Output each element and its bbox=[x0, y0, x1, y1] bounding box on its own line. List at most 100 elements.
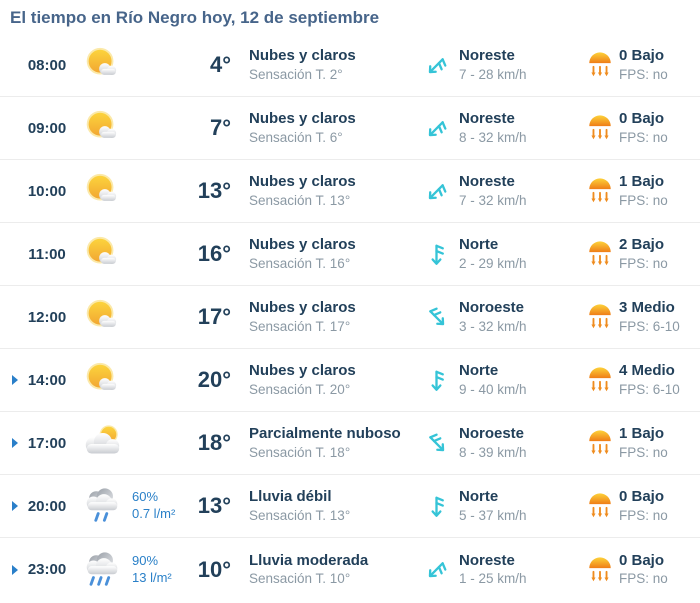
temperature-value: 10° bbox=[197, 556, 231, 582]
hour-label: 10:00 bbox=[27, 182, 67, 200]
condition-label: Nubes y claros bbox=[249, 173, 356, 191]
sun-cloud-icon bbox=[76, 170, 128, 212]
precipitation-amount: 0.7 l/m² bbox=[132, 506, 176, 521]
forecast-hour-row[interactable]: 14:00 20° Nubes y claros Sensación T. 20… bbox=[0, 349, 700, 412]
wind-direction-label: Norte bbox=[459, 236, 499, 254]
condition-label: Nubes y claros bbox=[249, 110, 356, 128]
row-marker bbox=[0, 123, 18, 133]
wind-direction-label: Norte bbox=[459, 362, 499, 380]
uv-radiation-icon bbox=[583, 176, 617, 206]
wind-direction-icon bbox=[417, 52, 455, 79]
temperature-value: 18° bbox=[197, 430, 231, 455]
uv-index-label: 0 Bajo bbox=[619, 488, 665, 506]
precipitation-info: 90% 13 l/m² bbox=[128, 553, 183, 587]
uv-fps-label: FPS: no bbox=[619, 192, 668, 208]
chevron-right-icon bbox=[12, 375, 18, 385]
temperature-value: 4° bbox=[209, 52, 231, 77]
chevron-right-icon bbox=[12, 438, 18, 448]
wind-direction-icon bbox=[417, 556, 455, 583]
uv-index-label: 4 Medio bbox=[619, 362, 675, 380]
temperature-value: 17° bbox=[197, 304, 231, 329]
sun-cloud-icon bbox=[76, 44, 128, 86]
page-title: El tiempo en Río Negro hoy, 12 de septie… bbox=[10, 8, 380, 27]
condition-label: Nubes y claros bbox=[249, 362, 356, 380]
uv-fps-label: FPS: 6-10 bbox=[619, 381, 680, 397]
temperature-value: 7° bbox=[209, 115, 231, 140]
precipitation-probability: 60% bbox=[132, 489, 159, 505]
condition-label: Lluvia moderada bbox=[249, 551, 369, 569]
temperature-value: 13° bbox=[197, 493, 231, 518]
hour-label: 11:00 bbox=[28, 245, 66, 263]
condition-label: Nubes y claros bbox=[249, 299, 356, 317]
uv-fps-label: FPS: no bbox=[619, 66, 668, 82]
row-marker bbox=[0, 375, 18, 385]
uv-radiation-icon bbox=[583, 113, 617, 143]
uv-radiation-icon bbox=[583, 239, 617, 269]
uv-radiation-icon bbox=[583, 50, 617, 80]
hour-label: 14:00 bbox=[27, 371, 67, 389]
wind-speed-label: 7 - 28 km/h bbox=[459, 66, 527, 82]
forecast-hour-row[interactable]: 11:00 16° Nubes y claros Sensación T. 16… bbox=[0, 223, 700, 286]
temperature-value: 13° bbox=[197, 178, 231, 203]
row-marker bbox=[0, 501, 18, 511]
condition-label: Parcialmente nuboso bbox=[249, 425, 401, 443]
wind-speed-label: 2 - 29 km/h bbox=[459, 255, 527, 271]
uv-radiation-icon bbox=[583, 365, 617, 395]
uv-index-label: 2 Bajo bbox=[619, 236, 665, 254]
forecast-hour-row[interactable]: 09:00 7° Nubes y claros Sensación T. 6° bbox=[0, 97, 700, 160]
condition-label: Nubes y claros bbox=[249, 47, 356, 65]
hour-label: 09:00 bbox=[27, 119, 67, 137]
wind-direction-label: Noroeste bbox=[459, 425, 525, 443]
row-marker bbox=[0, 60, 18, 70]
wind-speed-label: 7 - 32 km/h bbox=[459, 192, 527, 208]
row-marker bbox=[0, 438, 18, 448]
forecast-hour-row[interactable]: 20:00 60% 0.7 l/m² 13° Lluvia débil Sens… bbox=[0, 475, 700, 538]
row-marker bbox=[0, 249, 18, 259]
hour-label: 17:00 bbox=[27, 434, 67, 452]
wind-speed-label: 8 - 39 km/h bbox=[459, 444, 527, 460]
wind-speed-label: 8 - 32 km/h bbox=[459, 129, 527, 145]
wind-direction-label: Noreste bbox=[459, 551, 515, 569]
condition-label: Lluvia débil bbox=[249, 488, 332, 506]
wind-direction-label: Noroeste bbox=[459, 299, 525, 317]
forecast-hour-row[interactable]: 10:00 13° Nubes y claros Sensación T. 13… bbox=[0, 160, 700, 223]
chevron-right-icon bbox=[12, 501, 18, 511]
forecast-hour-row[interactable]: 17:00 18° Parcialmente nuboso Sensación … bbox=[0, 412, 700, 475]
feels-like-label: Sensación T. 6° bbox=[249, 129, 343, 145]
uv-fps-label: FPS: no bbox=[619, 571, 668, 587]
uv-radiation-icon bbox=[583, 302, 617, 332]
hourly-forecast-table: 08:00 4° Nubes y claros Sensación T. 2° bbox=[0, 34, 700, 601]
wind-speed-label: 5 - 37 km/h bbox=[459, 507, 527, 523]
feels-like-label: Sensación T. 2° bbox=[249, 66, 343, 82]
uv-radiation-icon bbox=[583, 491, 617, 521]
forecast-hour-row[interactable]: 23:00 90% 13 l/m² 10° Lluvia moderada Se… bbox=[0, 538, 700, 601]
uv-index-label: 0 Bajo bbox=[619, 551, 665, 569]
forecast-hour-row[interactable]: 08:00 4° Nubes y claros Sensación T. 2° bbox=[0, 34, 700, 97]
sun-cloud-icon bbox=[76, 107, 128, 149]
temperature-value: 20° bbox=[197, 367, 231, 392]
wind-direction-icon bbox=[417, 178, 455, 205]
uv-fps-label: FPS: 6-10 bbox=[619, 318, 680, 334]
wind-speed-label: 9 - 40 km/h bbox=[459, 381, 527, 397]
forecast-hour-row[interactable]: 12:00 17° Nubes y claros Sensación T. 17… bbox=[0, 286, 700, 349]
uv-fps-label: FPS: no bbox=[619, 444, 668, 460]
uv-index-label: 1 Bajo bbox=[619, 425, 665, 443]
wind-direction-icon bbox=[417, 367, 455, 394]
wind-direction-label: Noreste bbox=[459, 110, 515, 128]
feels-like-label: Sensación T. 17° bbox=[249, 318, 351, 334]
uv-fps-label: FPS: no bbox=[619, 507, 668, 523]
wind-direction-label: Noreste bbox=[459, 173, 515, 191]
wind-direction-icon bbox=[417, 241, 455, 268]
hour-label: 23:00 bbox=[27, 561, 67, 578]
hour-label: 20:00 bbox=[27, 497, 67, 515]
hour-label: 08:00 bbox=[27, 56, 67, 74]
sun-cloud-icon bbox=[76, 233, 128, 275]
wind-direction-icon bbox=[417, 115, 455, 142]
feels-like-label: Sensación T. 13° bbox=[249, 192, 351, 208]
precipitation-amount: 13 l/m² bbox=[132, 569, 172, 585]
temperature-value: 16° bbox=[197, 241, 231, 266]
sun-cloud-icon bbox=[76, 359, 128, 401]
uv-index-label: 1 Bajo bbox=[619, 173, 665, 191]
cloud-sun-icon bbox=[76, 422, 128, 464]
rain-light-icon bbox=[76, 485, 128, 527]
